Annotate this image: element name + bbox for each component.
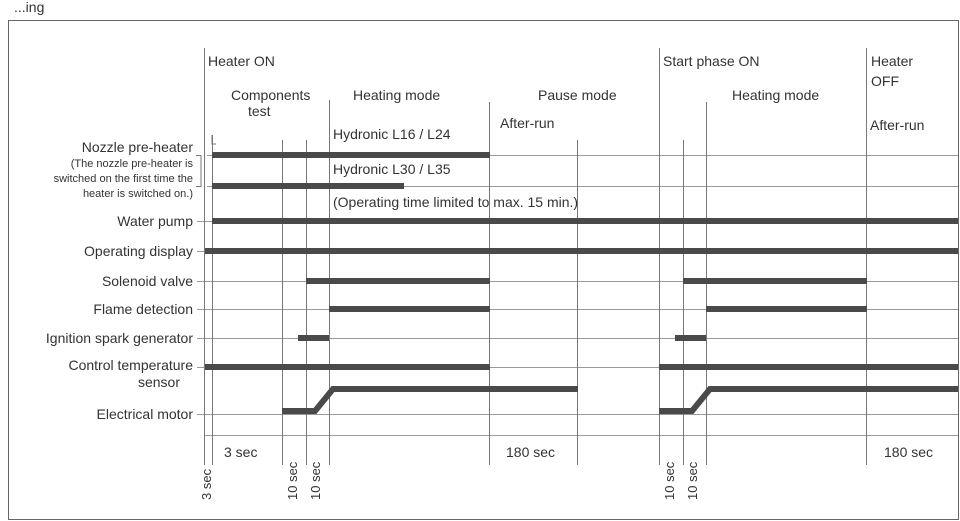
phase-after-run-1: After-run bbox=[500, 115, 554, 131]
bar-water-pump bbox=[212, 218, 958, 224]
phase-heater-off: Heater bbox=[871, 53, 913, 69]
components-test-pointer bbox=[211, 135, 216, 145]
phase-start-phase-on: Start phase ON bbox=[663, 53, 760, 69]
motor-ramp-2 bbox=[659, 386, 958, 414]
phase-heating-mode-2: Heating mode bbox=[732, 87, 819, 103]
duration-3sec-vertical: 3 sec bbox=[199, 468, 214, 500]
row-label-electrical-motor: Electrical motor bbox=[97, 406, 194, 422]
row-note-nozzle-1: (The nozzle pre-heater is bbox=[71, 158, 194, 170]
duration-10sec-d: 10 sec bbox=[685, 461, 700, 500]
phase-after-run-2: After-run bbox=[870, 117, 924, 133]
row-note-nozzle-3: heater is switched on.) bbox=[83, 188, 193, 200]
phase-heating-mode-1: Heating mode bbox=[353, 87, 440, 103]
annotation-hydronic-l16-l24: Hydronic L16 / L24 bbox=[333, 126, 451, 142]
row-label-control-temperature-2: sensor bbox=[138, 374, 180, 390]
duration-10sec-a: 10 sec bbox=[285, 461, 300, 500]
bar-solenoid-valve-2 bbox=[683, 278, 867, 284]
nozzle-bracket bbox=[196, 155, 202, 187]
header-fragment: ...ing bbox=[14, 0, 44, 15]
phase-pause-mode: Pause mode bbox=[538, 87, 617, 103]
row-label-operating-display: Operating display bbox=[84, 243, 193, 259]
annotation-operating-time: (Operating time limited to max. 15 min.) bbox=[333, 194, 578, 210]
duration-3sec: 3 sec bbox=[224, 444, 257, 460]
row-label-ignition-spark-generator: Ignition spark generator bbox=[46, 330, 193, 346]
row-label-flame-detection: Flame detection bbox=[93, 301, 193, 317]
phase-components-test: Components bbox=[231, 87, 310, 103]
row-label-solenoid-valve: Solenoid valve bbox=[102, 273, 193, 289]
bar-ignition-spark-1 bbox=[298, 335, 329, 341]
bar-solenoid-valve-1 bbox=[306, 278, 490, 284]
signal-bars bbox=[205, 152, 958, 370]
bar-flame-detection-2 bbox=[706, 306, 867, 312]
bar-control-temp-2 bbox=[659, 364, 958, 370]
bar-ignition-spark-2 bbox=[675, 335, 706, 341]
row-label-nozzle-preheater: Nozzle pre-heater bbox=[82, 139, 194, 155]
duration-10sec-b: 10 sec bbox=[308, 461, 323, 500]
row-label-water-pump: Water pump bbox=[117, 213, 193, 229]
bar-control-temp-1 bbox=[205, 364, 490, 370]
motor-ramp-1 bbox=[282, 386, 578, 414]
row-note-nozzle-2: switched on the first time the bbox=[54, 173, 193, 185]
duration-10sec-c: 10 sec bbox=[662, 461, 677, 500]
frame-border bbox=[8, 20, 959, 520]
vertical-markers bbox=[204, 48, 867, 465]
row-label-control-temperature: Control temperature bbox=[68, 357, 193, 373]
phase-components-test-2: test bbox=[248, 103, 271, 119]
phase-heater-off-2: OFF bbox=[871, 73, 899, 89]
bar-nozzle-l16-l24 bbox=[212, 152, 490, 158]
annotation-hydronic-l30-l35: Hydronic L30 / L35 bbox=[333, 161, 451, 177]
phase-heater-on: Heater ON bbox=[208, 53, 275, 69]
bar-operating-display bbox=[205, 248, 958, 254]
bar-nozzle-l30-l35 bbox=[212, 183, 404, 189]
bar-flame-detection-1 bbox=[329, 306, 490, 312]
duration-180sec-2: 180 sec bbox=[884, 444, 933, 460]
duration-180sec-1: 180 sec bbox=[506, 444, 555, 460]
motor-ramps bbox=[282, 386, 958, 414]
